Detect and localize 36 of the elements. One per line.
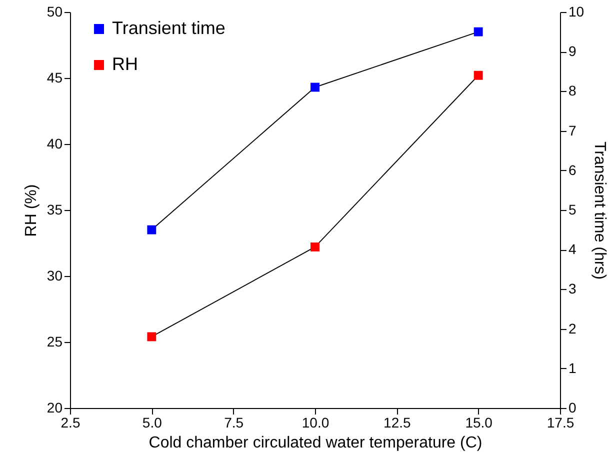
y2-tick-label: 2	[568, 320, 576, 336]
y-tick-label: 25	[46, 334, 63, 350]
y-tick-label: 40	[46, 136, 63, 152]
x-tick-label: 5.0	[142, 414, 162, 430]
point	[310, 242, 320, 252]
y2-tick-label: 10	[568, 4, 584, 20]
point	[474, 27, 483, 36]
y2-tick-label: 5	[568, 202, 576, 218]
y-tick-label: 50	[46, 4, 63, 20]
y2-tick-label: 4	[568, 241, 576, 258]
point	[310, 82, 320, 92]
y-tick-label: 35	[46, 202, 63, 218]
x-tick-label: 2.5	[60, 414, 80, 430]
x-tick-label: 17.5	[546, 414, 574, 430]
legend-label: Transient time	[112, 18, 226, 38]
y2-tick-label: 6	[568, 162, 576, 178]
x-tick-label: 15.0	[465, 414, 493, 430]
y2-tick-label: 8	[568, 82, 576, 99]
y2-axis-title: Transient time (hrs)	[591, 141, 608, 280]
y-tick-label: 45	[46, 70, 63, 86]
x-tick-label: 12.5	[384, 414, 412, 430]
y-tick-label: 20	[46, 400, 63, 416]
y-axis-title: RH (%)	[22, 184, 40, 237]
y2-tick-label: 7	[568, 122, 576, 138]
legend-label: RH	[112, 54, 138, 74]
x-tick-label: 10.0	[302, 414, 330, 430]
y-tick-label: 30	[46, 268, 63, 284]
x-axis-title: Cold chamber circulated water temperature (C)	[148, 434, 482, 452]
y2-tick-label: 1	[568, 360, 576, 376]
point	[147, 225, 156, 234]
y2-tick-label: 0	[568, 400, 576, 416]
point	[147, 332, 156, 342]
y2-tick-label: 3	[568, 280, 576, 297]
y2-tick-label: 9	[568, 43, 576, 60]
point	[474, 70, 483, 80]
x-tick-label: 7.5	[224, 414, 244, 430]
